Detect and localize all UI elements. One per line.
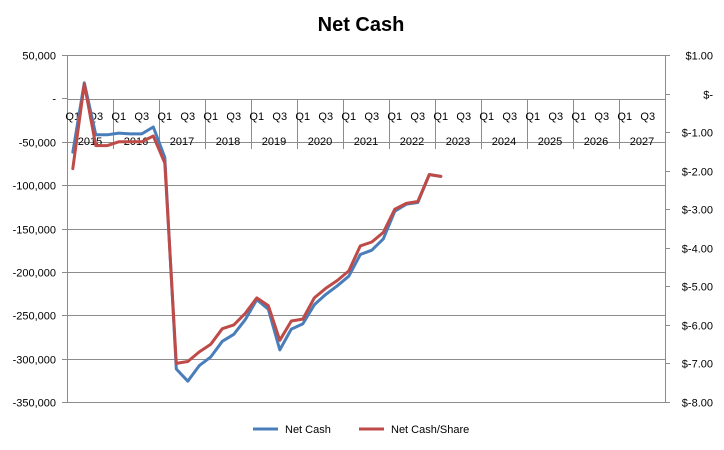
quarter-label: Q1 [111,111,126,123]
left-tick-label: -200,000 [13,268,56,280]
quarter-label: Q1 [341,111,356,123]
left-tick-label: -50,000 [19,138,56,150]
right-tick-label: $-4.00 [682,244,713,256]
right-tick-label: $-2.00 [682,167,713,179]
right-tick-label: $-3.00 [682,205,713,217]
right-tick-label: $-1.00 [682,128,713,140]
right-tick-label: $- [703,90,713,102]
quarter-label: Q1 [203,111,218,123]
quarter-label: Q3 [364,111,379,123]
quarter-label: Q3 [134,111,149,123]
series-line-net-cash-share [71,82,443,365]
year-label: 2023 [446,136,470,148]
year-label: 2021 [354,136,378,148]
legend-label: Net Cash [285,424,331,436]
series-line-net-cash [71,81,443,383]
left-tick-label: -300,000 [13,355,56,367]
quarter-label: Q1 [65,111,80,123]
legend: Net Cash Net Cash/Share [253,424,469,436]
quarter-label: Q3 [594,111,609,123]
year-label: 2025 [538,136,562,148]
quarter-label: Q3 [548,111,563,123]
left-axis-ticks: 50,000 - -50,000 -100,000 -150,000 -200,000 -2… [13,51,67,410]
right-tick-label: $-7.00 [682,359,713,371]
year-label: 2019 [262,136,286,148]
quarter-label: Q1 [157,111,172,123]
quarter-label: Q1 [387,111,402,123]
year-label: 2026 [584,136,608,148]
quarter-label: Q1 [617,111,632,123]
year-label: 2018 [216,136,240,148]
series-lines [71,81,443,383]
left-tick-label: - [52,94,56,106]
chart-title: Net Cash [318,14,405,36]
axes [67,55,666,402]
quarter-label: Q1 [249,111,264,123]
right-tick-label: $-6.00 [682,321,713,333]
quarter-label: Q3 [456,111,471,123]
quarter-label: Q1 [571,111,586,123]
quarter-label: Q3 [318,111,333,123]
quarter-label: Q3 [226,111,241,123]
right-tick-label: $1.00 [685,51,713,63]
gridlines [67,55,665,403]
quarter-label: Q1 [295,111,310,123]
right-tick-label: $-5.00 [682,282,713,294]
right-axis-ticks: $1.00 $- $-1.00 $-2.00 $-3.00 $-4.00 $-5.00 $-6… [665,51,713,410]
left-tick-label: -100,000 [13,181,56,193]
year-label: 2020 [308,136,332,148]
quarter-label: Q3 [410,111,425,123]
quarter-label: Q1 [525,111,540,123]
quarter-label: Q3 [640,111,655,123]
quarter-label: Q3 [502,111,517,123]
left-tick-label: -150,000 [13,225,56,237]
year-label: 2027 [630,136,654,148]
left-tick-label: -250,000 [13,311,56,323]
left-tick-label: 50,000 [22,51,56,63]
right-tick-label: $-8.00 [682,398,713,410]
quarter-label: Q3 [180,111,195,123]
legend-label: Net Cash/Share [391,424,469,436]
quarter-label: Q1 [433,111,448,123]
quarter-label: Q3 [272,111,287,123]
year-label: 2022 [400,136,424,148]
quarter-label: Q1 [479,111,494,123]
left-tick-label: -350,000 [13,398,56,410]
year-label: 2024 [492,136,516,148]
year-label: 2017 [170,136,194,148]
